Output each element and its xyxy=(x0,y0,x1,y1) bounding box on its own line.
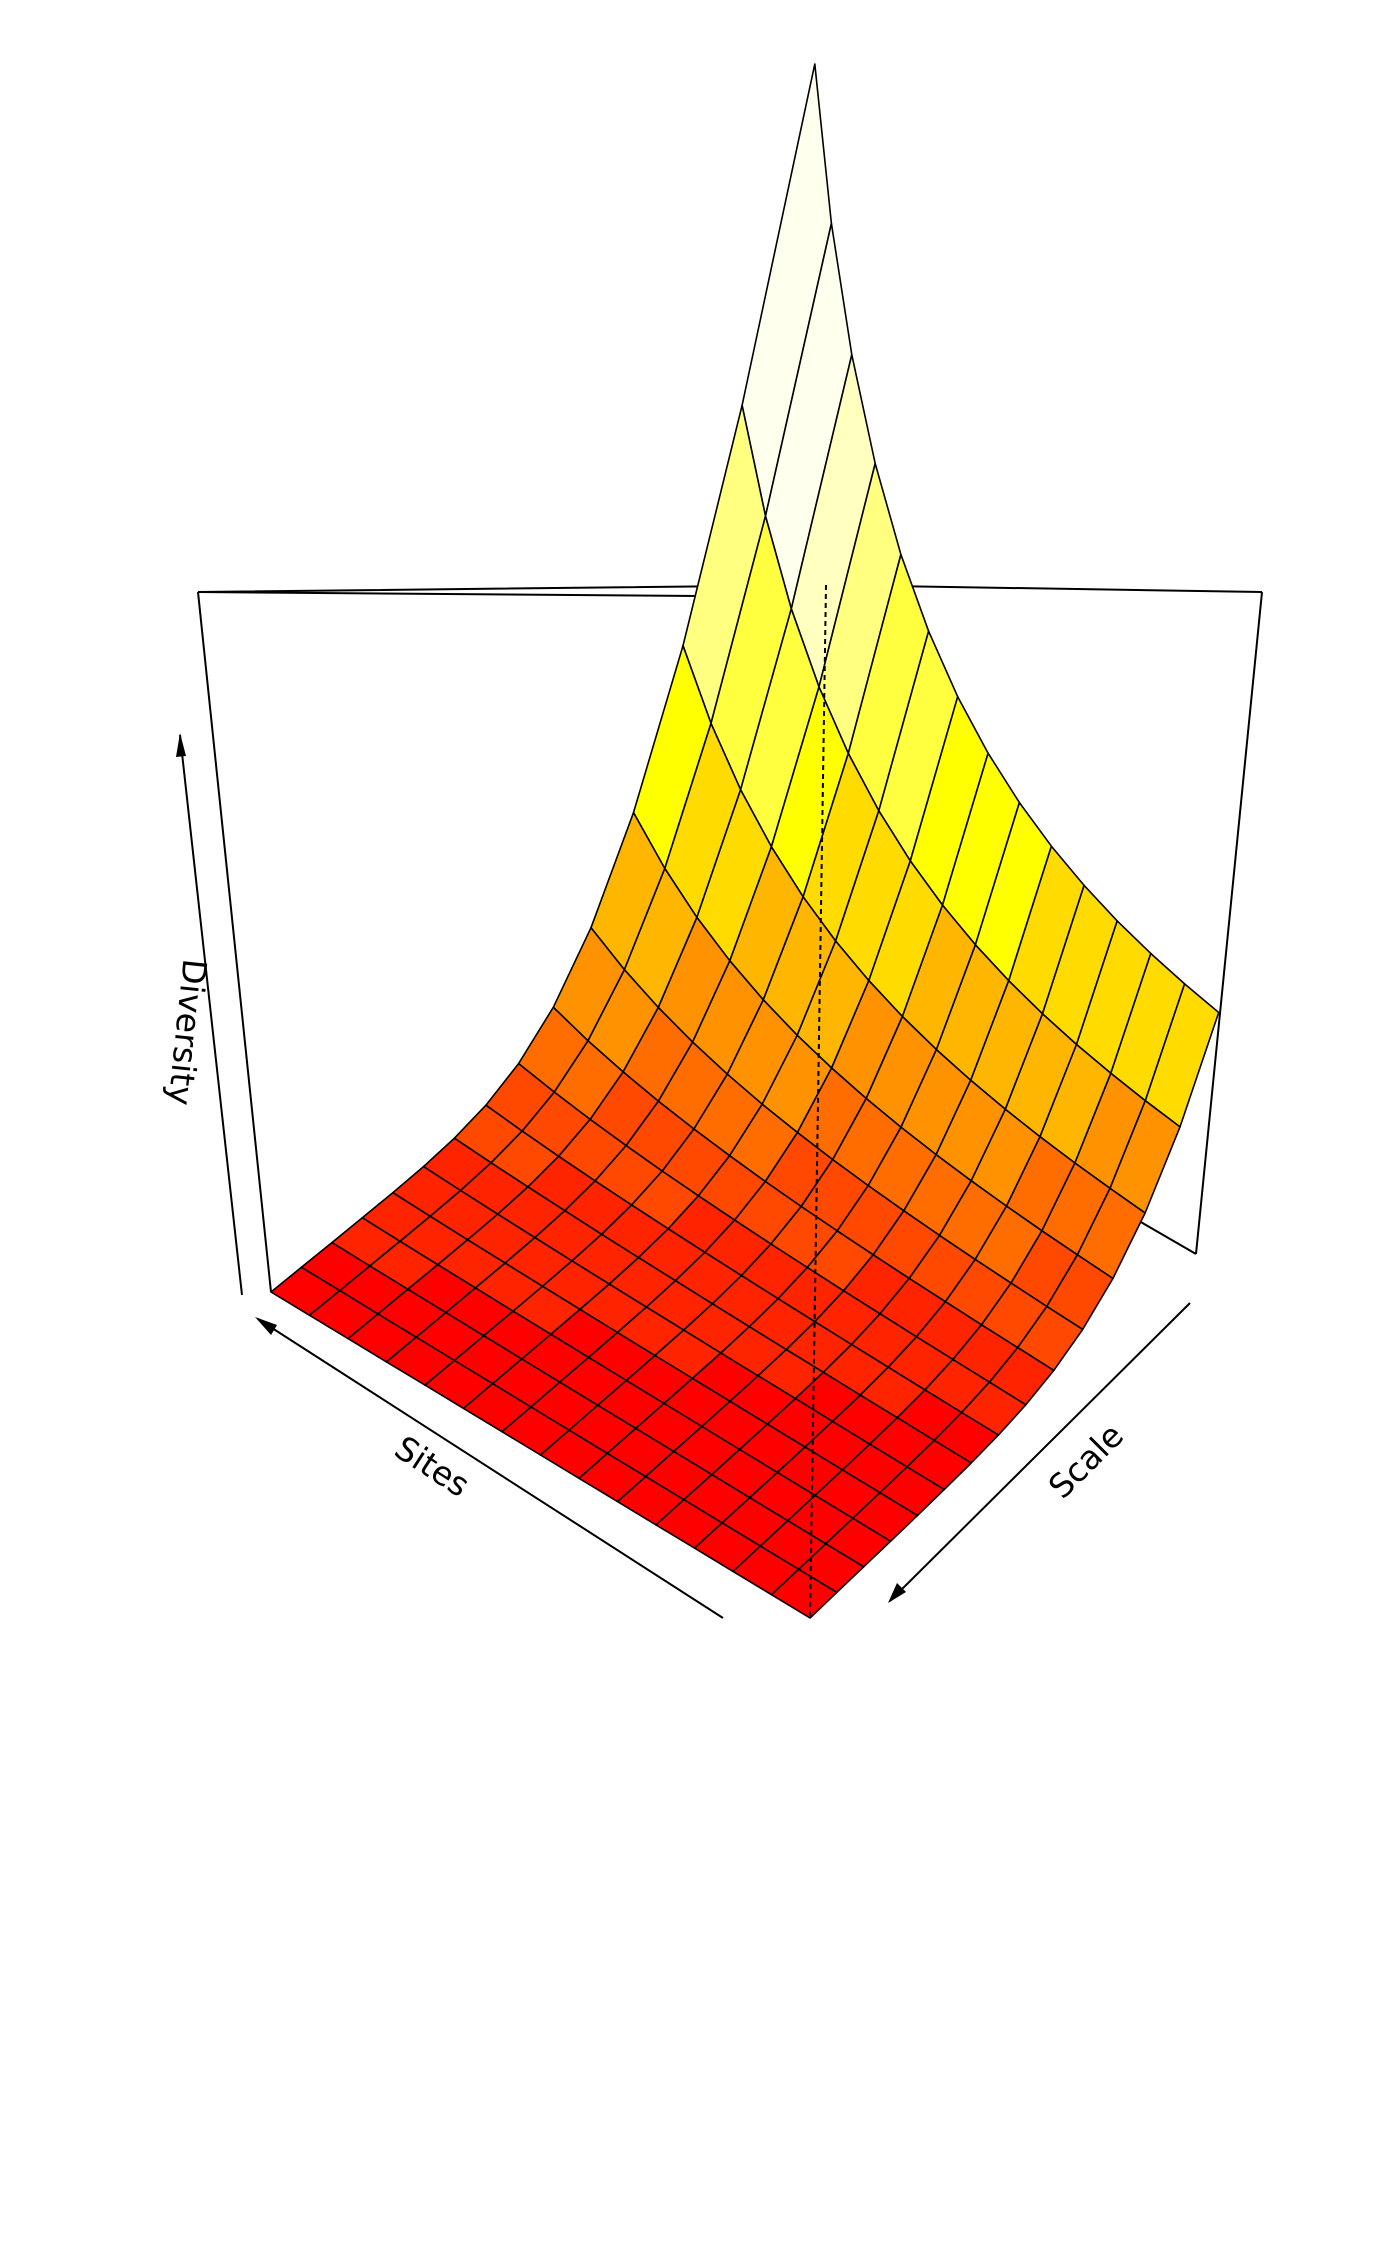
sites-arrowhead xyxy=(255,1317,277,1335)
surface-cell xyxy=(770,1568,838,1619)
sites-axis-arrow xyxy=(257,1318,724,1619)
sites-axis-title: Sites xyxy=(388,1428,477,1505)
surface xyxy=(270,63,1220,1619)
box-back-vertical-edge xyxy=(809,584,827,1619)
diversity-arrowhead xyxy=(176,733,186,757)
box-left-vertical-edge xyxy=(197,591,272,1293)
scale-axis-title: Scale xyxy=(1041,1416,1131,1506)
scale-arrowhead xyxy=(888,1583,906,1603)
box-right-vertical-edge xyxy=(1195,591,1263,1255)
axes xyxy=(176,733,1191,1619)
diversity-axis-arrow xyxy=(179,734,243,1296)
diversity-axis-title: Diversity xyxy=(160,957,214,1107)
scale-axis-arrow xyxy=(889,1302,1191,1602)
